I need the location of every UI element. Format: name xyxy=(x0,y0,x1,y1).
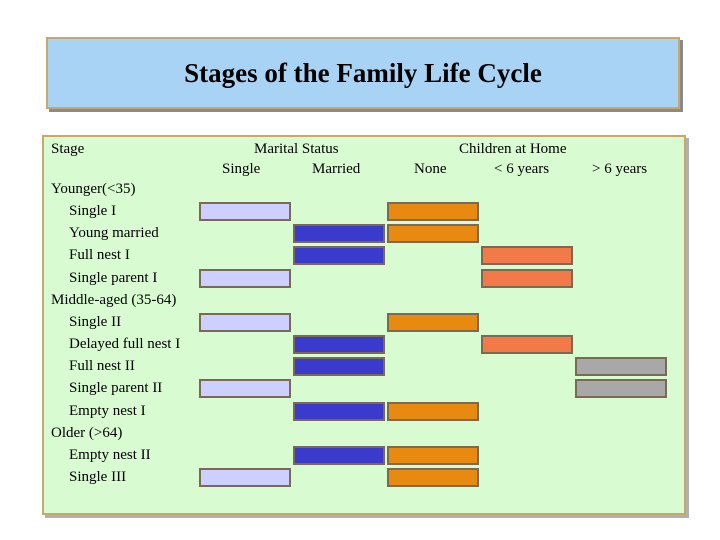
children-over6-bar xyxy=(575,379,667,399)
stage-label: Full nest I xyxy=(69,247,130,264)
under-6-years-header: < 6 years xyxy=(494,161,550,177)
stage-label: Empty nest II xyxy=(69,446,151,463)
stage-label: Single parent II xyxy=(69,380,163,397)
marital-single-bar xyxy=(199,467,291,487)
marital-single-bar xyxy=(199,268,291,288)
children-none-bar xyxy=(387,467,479,487)
children-over6-bar xyxy=(575,357,667,377)
marital-single-bar xyxy=(199,379,291,399)
children-none-bar xyxy=(387,202,479,222)
marital-single-bar xyxy=(199,312,291,332)
children-none-bar xyxy=(387,445,479,465)
children-none-bar xyxy=(387,401,479,421)
married-header: Married xyxy=(312,161,361,177)
marital-married-bar xyxy=(293,401,385,421)
children-under6-bar xyxy=(481,268,573,288)
stage-group-label: Older (>64) xyxy=(51,424,123,441)
marital-married-bar xyxy=(293,445,385,465)
over-6-years-header: > 6 years xyxy=(592,161,648,177)
marital-married-bar xyxy=(293,224,385,244)
stage-group-label: Middle-aged (35-64) xyxy=(51,291,177,308)
children-at-home-header: Children at Home xyxy=(459,141,567,157)
children-under6-bar xyxy=(481,246,573,266)
marital-status-header: Marital Status xyxy=(254,141,339,157)
marital-single-bar xyxy=(199,202,291,222)
stage-label: Full nest II xyxy=(69,358,135,375)
stage-label: Single II xyxy=(69,313,122,330)
children-none-bar xyxy=(387,224,479,244)
children-none-bar xyxy=(387,312,479,332)
stage-label: Young married xyxy=(69,225,159,242)
marital-married-bar xyxy=(293,335,385,355)
stage-label: Single parent I xyxy=(69,269,158,286)
marital-married-bar xyxy=(293,357,385,377)
stage-label: Single III xyxy=(69,468,127,485)
stage-label: Empty nest I xyxy=(69,402,146,419)
none-header: None xyxy=(414,161,447,177)
children-under6-bar xyxy=(481,335,573,355)
page-title: Stages of the Family Life Cycle xyxy=(184,57,542,88)
stage-group-label: Younger(<35) xyxy=(51,181,136,197)
stage-label: Single I xyxy=(69,203,117,220)
stage-label: Delayed full nest I xyxy=(69,336,181,353)
single-header: Single xyxy=(222,161,261,177)
stage-header: Stage xyxy=(51,141,85,157)
title-banner: Stages of the Family Life Cycle xyxy=(46,37,680,109)
marital-married-bar xyxy=(293,246,385,266)
